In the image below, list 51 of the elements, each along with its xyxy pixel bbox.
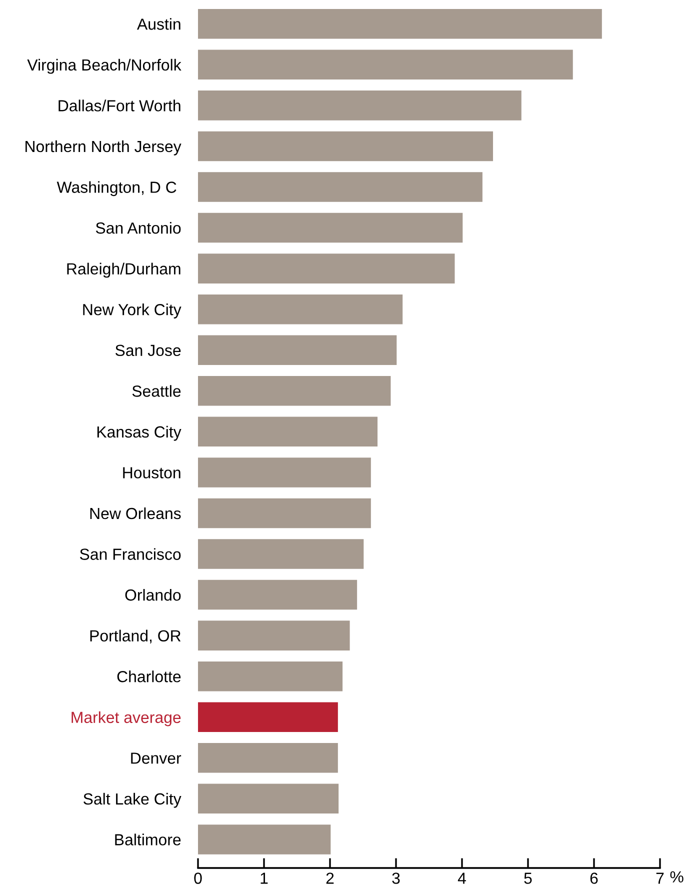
x-tick-label: 0 — [194, 872, 202, 884]
bar — [198, 661, 343, 692]
x-tick-label: 4 — [458, 872, 466, 884]
bar — [198, 784, 339, 814]
bar — [198, 131, 494, 162]
y-tick-label: Seattle — [132, 385, 181, 397]
y-tick-label: San Jose — [115, 344, 181, 356]
x-tick-label: 1 — [260, 872, 268, 884]
bar — [198, 9, 602, 39]
bar — [198, 580, 358, 610]
bar — [198, 212, 463, 243]
bar — [198, 824, 331, 854]
x-tick-label: 7 — [656, 872, 664, 884]
x-axis-title: % — [670, 871, 684, 882]
x-tick-label: 6 — [590, 872, 598, 884]
bar — [198, 335, 397, 365]
bar — [198, 376, 391, 406]
bar — [198, 254, 455, 284]
y-tick-label: Baltimore — [115, 834, 181, 846]
y-tick-label: Houston — [123, 467, 180, 478]
y-tick-label: Portland, OR — [90, 630, 181, 644]
y-tick-label: San Francisco — [80, 548, 181, 560]
bar — [198, 498, 371, 528]
bar — [198, 50, 573, 80]
bar — [198, 458, 371, 488]
x-tick-label: 3 — [392, 872, 400, 884]
y-tick-label: Kansas City — [97, 426, 182, 441]
bar — [198, 416, 378, 447]
y-tick-label: Raleigh/Durham — [67, 262, 180, 278]
bar — [198, 743, 338, 773]
bar — [198, 294, 403, 324]
y-tick-label: Charlotte — [117, 670, 181, 682]
y-tick-label: New York City — [83, 304, 182, 318]
bar — [198, 702, 338, 732]
y-tick-label: Virgina Beach/Norfolk — [27, 58, 182, 74]
x-tick-label: 2 — [326, 872, 334, 884]
y-tick-label: Dallas/Fort Worth — [58, 100, 180, 112]
y-tick-label: Washington, D C — [56, 181, 176, 196]
y-tick-label: Salt Lake City — [84, 792, 182, 808]
y-tick-label: Northern North Jersey — [26, 140, 182, 156]
y-tick-label: Market average — [72, 711, 181, 726]
bar — [198, 172, 482, 202]
y-tick-label: New Orleans — [90, 507, 181, 520]
y-tick-label: Denver — [131, 752, 182, 764]
y-tick-label: Orlando — [125, 589, 181, 601]
bar — [198, 620, 350, 650]
x-tick-label: 5 — [524, 872, 532, 884]
bar — [198, 539, 364, 569]
y-tick-label: San Antonio — [96, 222, 181, 234]
bar — [198, 90, 522, 120]
y-tick-label: Austin — [136, 18, 180, 30]
